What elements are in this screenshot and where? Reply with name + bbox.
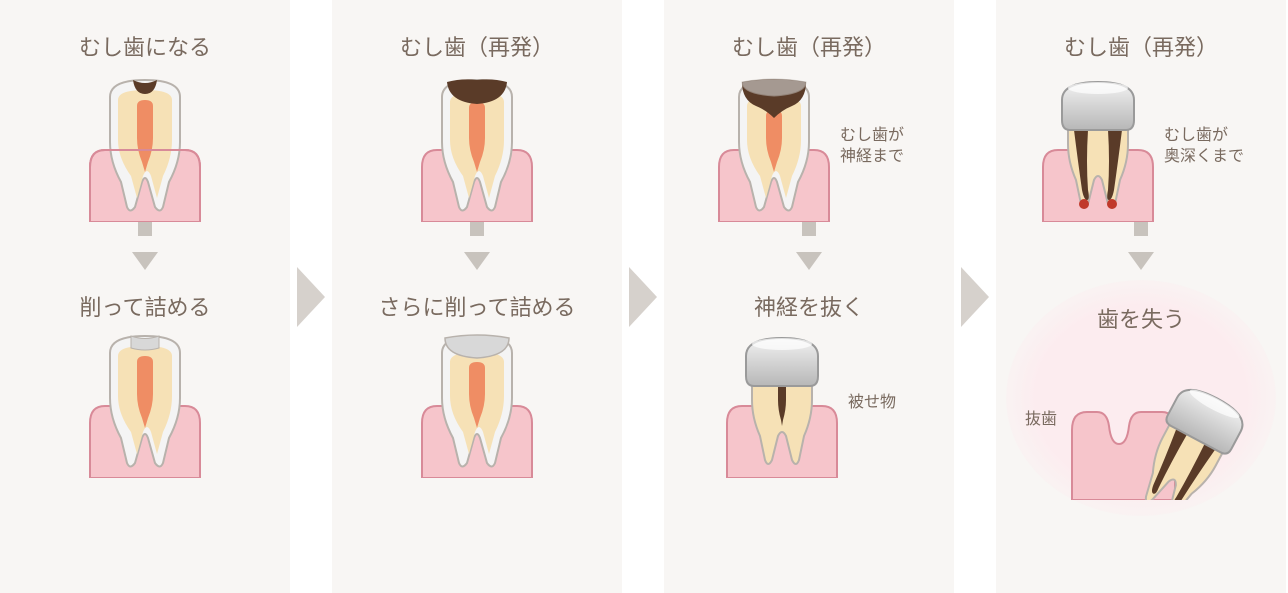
stage-4-bottom-tooth: 抜歯 <box>1025 340 1257 500</box>
tooth-icon <box>714 72 834 222</box>
tooth-icon <box>417 72 537 222</box>
extracted-tooth-icon <box>1067 340 1257 500</box>
tooth-icon <box>85 328 205 478</box>
down-arrow-icon <box>796 222 822 280</box>
stage-1-bottom-tooth <box>85 328 205 478</box>
tooth-icon <box>722 328 842 478</box>
stage-3-bottom-tooth: 被せ物 <box>722 328 896 478</box>
connector-arrow-icon <box>290 0 332 593</box>
tooth-decay-progression-diagram: むし歯になる 削って詰める <box>0 0 1288 593</box>
down-arrow-icon <box>464 222 490 280</box>
stage-1-bottom-title: 削って詰める <box>80 290 211 322</box>
down-arrow-icon <box>132 222 158 280</box>
stage-4-bottom-sublabel: 抜歯 <box>1025 410 1057 431</box>
stage-4-top-title: むし歯（再発） <box>1064 30 1218 62</box>
stage-3-top-tooth: むし歯が 神経まで <box>714 72 904 222</box>
stage-2-top-title: むし歯（再発） <box>400 30 554 62</box>
stage-2-top-tooth <box>417 72 537 222</box>
stage-1: むし歯になる 削って詰める <box>0 0 290 593</box>
stage-1-top-tooth <box>85 72 205 222</box>
stage-3-bottom-sublabel: 被せ物 <box>848 393 896 414</box>
tooth-icon <box>1038 72 1158 222</box>
stage-4-top-tooth: むし歯が 奥深くまで <box>1038 72 1244 222</box>
stage-2: むし歯（再発） さらに削って詰める <box>332 0 622 593</box>
stage-4-bottom-title: 歯を失う <box>1097 302 1185 334</box>
stage-4-top-sublabel: むし歯が 奥深くまで <box>1164 126 1244 168</box>
stage-3: むし歯（再発） むし歯が 神経まで 神経を抜く <box>664 0 954 593</box>
stage-3-bottom-title: 神経を抜く <box>754 290 864 322</box>
tooth-icon <box>417 328 537 478</box>
connector-arrow-icon <box>954 0 996 593</box>
down-arrow-icon <box>1128 222 1154 280</box>
stage-4: むし歯（再発） むし歯が 奥深くまで 歯を失う 抜歯 <box>996 0 1286 593</box>
connector-arrow-icon <box>622 0 664 593</box>
stage-4-bottom-highlight: 歯を失う 抜歯 <box>1006 280 1276 516</box>
stage-2-bottom-title: さらに削って詰める <box>379 290 576 322</box>
stage-2-bottom-tooth <box>417 328 537 478</box>
stage-3-top-sublabel: むし歯が 神経まで <box>840 126 904 168</box>
stage-3-top-title: むし歯（再発） <box>732 30 886 62</box>
tooth-icon <box>85 72 205 222</box>
stage-1-top-title: むし歯になる <box>79 30 211 62</box>
